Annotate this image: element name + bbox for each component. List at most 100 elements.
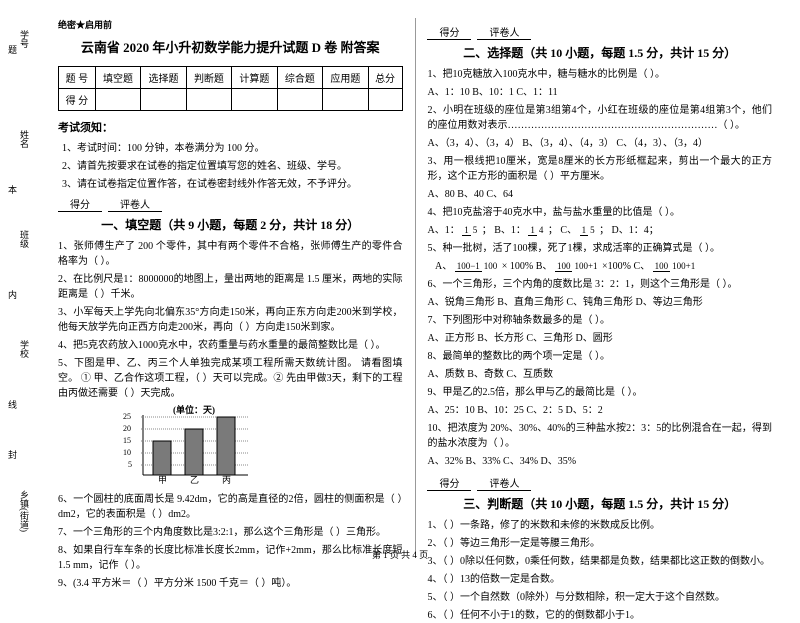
q2-5o: A、 100−1100 × 100% B、 100100+1 ×100% C、 … bbox=[427, 259, 772, 274]
q1-5: 5、下图是甲、乙、丙三个人单独完成某项工程所需天数统计图。 请看图填空。 ① 甲… bbox=[58, 356, 403, 401]
q1-2: 2、在比例尺是1：8000000的地图上，量出两地的距离是 1.5 厘米，两地的… bbox=[58, 272, 403, 302]
q2-4a: A、1： bbox=[427, 225, 459, 236]
td-4 bbox=[232, 89, 277, 111]
q1-4: 4、把5克农药放入1000克水中，农药重量与药水重量的最简整数比是（ ）。 bbox=[58, 338, 403, 353]
page-container: 绝密★启用前 云南省 2020 年小升初数学能力提升试题 D 卷 附答案 题 号… bbox=[0, 0, 800, 565]
frac-100-101b: 100100+1 bbox=[653, 262, 698, 271]
column-divider bbox=[415, 18, 416, 557]
frac-100-101: 100100+1 bbox=[555, 262, 600, 271]
q2-4c: ； C、 bbox=[548, 225, 577, 236]
q2-6: 6、一个三角形，三个内角的度数比是 3：2：1，则这个三角形是（ ）。 bbox=[427, 277, 772, 292]
q2-10o: A、32% B、33% C、34% D、35% bbox=[427, 454, 772, 469]
right-column: 得分 评卷人 二、选择题（共 10 小题，每题 1.5 分，共计 15 分） 1… bbox=[419, 18, 780, 557]
score-label: 得分 bbox=[58, 196, 102, 212]
section1-title: 一、填空题（共 9 小题，每题 2 分，共计 18 分） bbox=[58, 216, 403, 233]
ytick-25: 25 bbox=[123, 412, 131, 421]
marker-label: 评卷人 bbox=[108, 196, 162, 212]
q2-1: 1、把10克糖放入100克水中，糖与糖水的比例是（ ）。 bbox=[427, 67, 772, 82]
q1-6: 6、一个圆柱的底面周长是 9.42dm，它的高是直径的2倍，圆柱的侧面积是（ ）… bbox=[58, 492, 403, 522]
q2-1o: A、1：10 B、10：1 C、1：11 bbox=[427, 85, 772, 100]
q1-7: 7、一个三角形的三个内角度数比是3:2:1，那么这个三角形是（ ）三角形。 bbox=[58, 525, 403, 540]
q2-4d: ； D、1：4； bbox=[599, 225, 659, 236]
bar-yi bbox=[185, 429, 203, 475]
marker-label-2: 评卷人 bbox=[477, 24, 531, 40]
q2-3: 3、用一根线把10厘米，宽是8厘米的长方形纸框起来，剪出一个最大的正方形，这个正… bbox=[427, 154, 772, 184]
q1-3: 3、小军每天上学先向北偏东35°方向走150米，再向正东方向走200米到学校，他… bbox=[58, 305, 403, 335]
section3-score: 得分 评卷人 bbox=[427, 475, 772, 491]
q2-7o: A、正方形 B、长方形 C、三角形 D、圆形 bbox=[427, 331, 772, 346]
frac-1-5: 15 bbox=[462, 226, 479, 235]
q3-5: 5、（ ）一个自然数（0除外）与分数相除，积一定大于这个自然数。 bbox=[427, 590, 772, 605]
section3-title: 三、判断题（共 10 小题，每题 1.5 分，共计 15 分） bbox=[427, 495, 772, 512]
notice-title: 考试须知： bbox=[58, 119, 403, 135]
q2-9: 9、甲是乙的2.5倍，那么甲与乙的最简比是（ ）。 bbox=[427, 385, 772, 400]
notice-1: 1、考试时间：100 分钟，本卷满分为 100 分。 bbox=[58, 139, 403, 154]
bar-chart: (单位：天) 25 20 15 10 5 甲 乙 丙 bbox=[118, 405, 403, 488]
q2-9o: A、25：10 B、10：25 C、2：5 D、5：2 bbox=[427, 403, 772, 418]
frac-1-5b: 15 bbox=[580, 226, 597, 235]
chart-ylabel: (单位：天) bbox=[173, 405, 215, 415]
q3-1: 1、（ ）一条路，修了的米数和未修的米数成反比例。 bbox=[427, 518, 772, 533]
exam-title: 云南省 2020 年小升初数学能力提升试题 D 卷 附答案 bbox=[58, 37, 403, 56]
td-2 bbox=[141, 89, 186, 111]
q2-6o: A、锐角三角形 B、直角三角形 C、钝角三角形 D、等边三角形 bbox=[427, 295, 772, 310]
th-3: 判断题 bbox=[186, 67, 231, 89]
q2-5b: × 100% B、 bbox=[502, 261, 553, 272]
q1-9: 9、(3.4 平方米＝（ ）平方分米 1500 千克＝（ ）吨）。 bbox=[58, 576, 403, 591]
bar-label-jia: 甲 bbox=[158, 475, 167, 485]
th-0: 题 号 bbox=[59, 67, 96, 89]
q2-10: 10、把浓度为 20%、30%、40%的三种盐水按2：3：5的比例混合在一起，得… bbox=[427, 421, 772, 451]
bar-label-bing: 丙 bbox=[222, 475, 231, 485]
ytick-10: 10 bbox=[123, 448, 131, 457]
td-3 bbox=[186, 89, 231, 111]
frac-1-4a: 14 bbox=[528, 226, 545, 235]
ytick-15: 15 bbox=[123, 436, 131, 445]
page-footer: 第 1 页 共 4 页 bbox=[0, 548, 800, 561]
left-column: 绝密★启用前 云南省 2020 年小升初数学能力提升试题 D 卷 附答案 题 号… bbox=[50, 18, 411, 557]
section2-score: 得分 评卷人 bbox=[427, 24, 772, 40]
td-6 bbox=[323, 89, 368, 111]
notice-3: 3、请在试卷指定位置作答，在试卷密封线外作答无效，不予评分。 bbox=[58, 175, 403, 190]
q2-4b: ； B、1： bbox=[482, 225, 526, 236]
bar-jia bbox=[153, 441, 171, 475]
td-0: 得 分 bbox=[59, 89, 96, 111]
q2-8: 8、最简单的整数比的两个项一定是（ ）。 bbox=[427, 349, 772, 364]
q1-1: 1、张师傅生产了 200 个零件，其中有两个零件不合格，张师傅生产的零件合格率为… bbox=[58, 239, 403, 269]
score-header-row: 题 号 填空题 选择题 判断题 计算题 综合题 应用题 总分 bbox=[59, 67, 403, 89]
section1-score: 得分 评卷人 bbox=[58, 196, 403, 212]
td-1 bbox=[95, 89, 140, 111]
score-table: 题 号 填空题 选择题 判断题 计算题 综合题 应用题 总分 得 分 bbox=[58, 66, 403, 111]
td-7 bbox=[368, 89, 402, 111]
q3-4: 4、（ ）13的倍数一定是合数。 bbox=[427, 572, 772, 587]
q2-5c: ×100% C、 bbox=[602, 261, 650, 272]
th-1: 填空题 bbox=[95, 67, 140, 89]
section2-title: 二、选择题（共 10 小题，每题 1.5 分，共计 15 分） bbox=[427, 44, 772, 61]
bar-bing bbox=[217, 417, 235, 475]
ytick-5: 5 bbox=[128, 460, 132, 469]
q2-2: 2、小明在班级的座位是第3组第4个，小红在班级的座位是第4组第3个，他们的座位用… bbox=[427, 103, 772, 133]
q2-4o: A、1： 15 ； B、1： 14 ； C、 15 ； D、1：4； bbox=[427, 223, 772, 238]
th-7: 总分 bbox=[368, 67, 402, 89]
bar-label-yi: 乙 bbox=[190, 475, 199, 485]
ytick-20: 20 bbox=[123, 424, 131, 433]
th-4: 计算题 bbox=[232, 67, 277, 89]
chart-svg: (单位：天) 25 20 15 10 5 甲 乙 丙 bbox=[118, 405, 258, 485]
th-5: 综合题 bbox=[277, 67, 322, 89]
th-6: 应用题 bbox=[323, 67, 368, 89]
q2-4: 4、把10克盐溶于40克水中，盐与盐水重量的比值是（ ）。 bbox=[427, 205, 772, 220]
q2-7: 7、下列图形中对称轴条数最多的是（ ）。 bbox=[427, 313, 772, 328]
score-label-3: 得分 bbox=[427, 475, 471, 491]
q2-5: 5、种一批树，活了100棵，死了1棵，求成活率的正确算式是（ ）。 bbox=[427, 241, 772, 256]
secret-label: 绝密★启用前 bbox=[58, 18, 403, 31]
th-2: 选择题 bbox=[141, 67, 186, 89]
q2-8o: A、质数 B、奇数 C、互质数 bbox=[427, 367, 772, 382]
q2-2o: A、（3，4）、（3，4） B、（3，4）、（4，3） C、（4，3）、（3，4… bbox=[427, 136, 772, 151]
score-value-row: 得 分 bbox=[59, 89, 403, 111]
score-label-2: 得分 bbox=[427, 24, 471, 40]
td-5 bbox=[277, 89, 322, 111]
q3-6: 6、（ ）任何不小于1的数，它的的倒数都小于1。 bbox=[427, 608, 772, 623]
q2-3o: A、80 B、40 C、64 bbox=[427, 187, 772, 202]
notice-2: 2、请首先按要求在试卷的指定位置填写您的姓名、班级、学号。 bbox=[58, 157, 403, 172]
q2-5a: A、 bbox=[435, 261, 452, 272]
marker-label-3: 评卷人 bbox=[477, 475, 531, 491]
